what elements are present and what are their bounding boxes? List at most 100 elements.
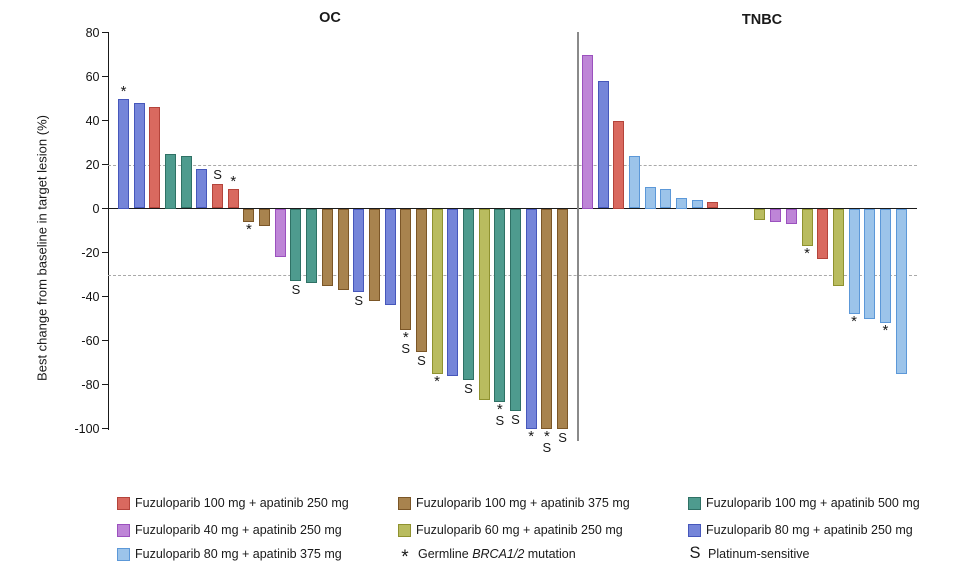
y-tick-mark [101,251,108,254]
platinum-s-marker: S [291,282,301,298]
bar [494,208,506,403]
bar [676,197,688,209]
y-tick-label: -80 [81,377,100,392]
bar [785,208,797,224]
bar [227,188,239,209]
bar [274,208,286,257]
reference-line-20 [107,164,917,166]
platinum-s-marker: S [495,413,505,429]
platinum-s-marker: S [558,429,567,445]
legend-label: Fuzuloparib 80 mg + apatinib 250 mg [706,523,913,537]
y-tick-label: -20 [81,245,100,260]
bar [447,208,459,376]
legend-swatch [688,524,701,537]
bar [196,168,208,209]
y-tick-label: 60 [85,69,100,84]
legend-swatch [688,497,701,510]
platinum-s-marker: S [511,411,520,427]
bar [629,155,641,209]
bar [149,107,161,209]
bar [165,153,177,209]
brca-asterisk-marker: * [434,372,441,390]
y-tick-label: -60 [81,333,100,348]
bar [133,102,145,209]
legend-swatch [398,524,411,537]
brca-asterisk-marker: * [120,82,127,100]
y-tick-mark [101,427,108,430]
legend-label: Fuzuloparib 60 mg + apatinib 250 mg [416,523,623,537]
legend-swatch [398,497,411,510]
brca-asterisk-marker: * [402,328,409,346]
y-tick-mark [101,163,108,166]
bar [400,208,412,330]
bar [259,208,271,227]
bar [306,208,318,284]
brca-asterisk-marker: * [851,313,857,331]
legend-label: Platinum-sensitive [708,547,810,561]
y-tick-label: 0 [92,201,100,216]
legend-swatch [117,548,130,561]
y-tick-mark [101,383,108,386]
legend-label: Fuzuloparib 40 mg + apatinib 250 mg [135,523,342,537]
bar [801,208,813,246]
platinum-s-marker: S [401,340,411,356]
bar [707,201,719,209]
bar [462,208,474,381]
brca-asterisk-marker: * [230,172,237,190]
bar [557,208,569,429]
brca-asterisk-marker: * [246,220,252,238]
bar [368,208,380,301]
bar [895,208,907,374]
bar [212,184,224,209]
y-tick-label: -100 [74,421,100,436]
bar [848,208,860,315]
brca-asterisk-marker: * [882,321,889,339]
y-tick-mark [101,75,108,78]
bar [337,208,349,290]
brca-asterisk-marker: * [496,401,503,419]
legend-label: Germline BRCA1/2 mutation [418,547,576,561]
bar [353,208,365,293]
bar [321,208,333,286]
bar [525,208,537,429]
y-tick-mark [101,339,108,342]
bar [510,208,521,411]
platinum-s-marker: S [464,381,473,397]
legend-swatch [117,524,130,537]
bar [770,208,782,222]
bar [431,208,443,374]
bar [415,208,427,352]
panel-divider [577,32,579,441]
bar [691,199,703,209]
y-tick-label: 80 [85,25,100,40]
legend-swatch [117,497,130,510]
y-tick-mark [101,119,108,122]
bar [180,155,192,209]
bar [290,208,302,282]
bar [832,208,844,286]
legend-label: Fuzuloparib 100 mg + apatinib 375 mg [416,496,630,510]
bar [597,80,609,209]
bar [582,54,593,209]
panel-title-tnbc: TNBC [741,12,783,28]
legend-label: Fuzuloparib 80 mg + apatinib 375 mg [135,547,342,561]
bar [660,188,672,209]
platinum-s-marker: S [354,293,364,309]
platinum-s-marker: S [542,439,552,455]
y-axis-line [107,32,109,430]
y-tick-mark [101,31,108,34]
bar [118,98,129,209]
y-tick-label: 40 [85,113,100,128]
bar [864,208,876,319]
y-tick-label: -40 [81,289,100,304]
legend-label: Fuzuloparib 100 mg + apatinib 250 mg [135,496,349,510]
legend-asterisk-symbol: * [401,547,409,568]
bar [478,208,490,400]
platinum-s-marker: S [213,167,222,183]
gene-name-italic: BRCA1/2 [472,547,525,561]
bar [613,120,625,209]
bar [879,208,891,323]
bar [384,208,396,306]
panel-title-oc: OC [319,10,341,26]
